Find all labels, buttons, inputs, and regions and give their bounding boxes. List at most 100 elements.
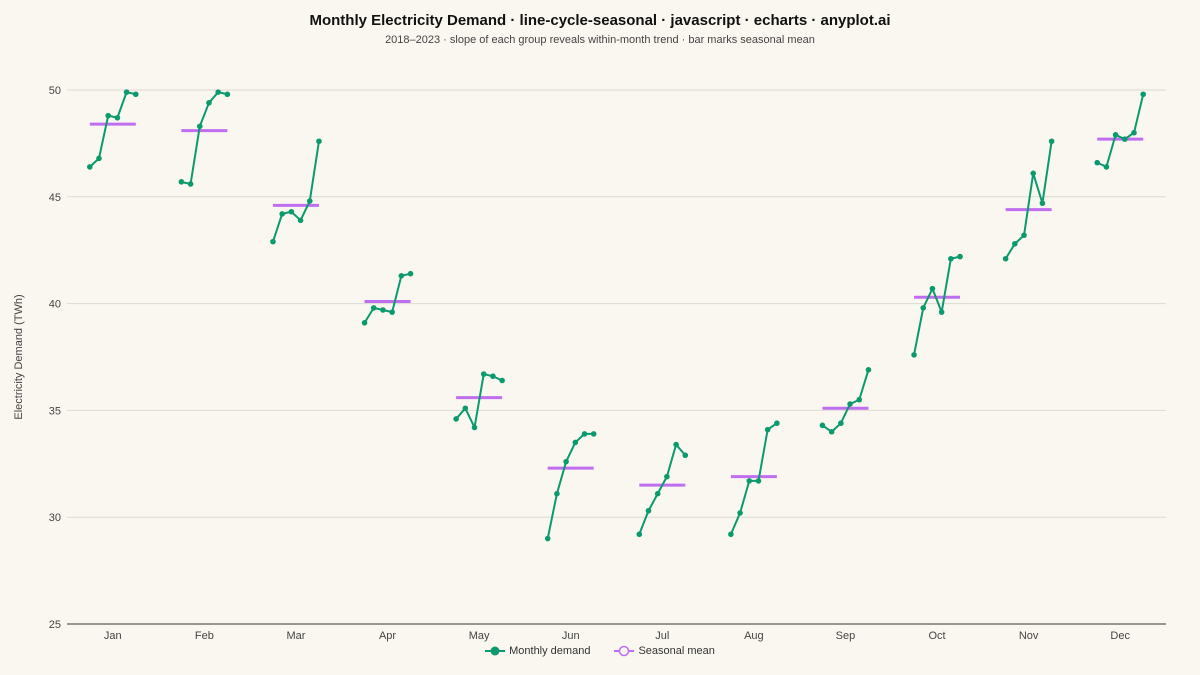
demand-point — [1048, 138, 1055, 145]
demand-point — [1140, 91, 1147, 98]
y-axis-label: Electricity Demand (TWh) — [13, 294, 25, 419]
demand-point — [774, 420, 780, 427]
demand-point — [1131, 129, 1137, 136]
demand-point — [938, 309, 945, 315]
chart-subtitle: 2018–2023 · slope of each group reveals … — [385, 34, 815, 46]
demand-point — [682, 452, 689, 459]
y-tick-label: 25 — [49, 619, 61, 631]
demand-point — [728, 531, 734, 538]
grid-lines — [67, 89, 1166, 518]
demand-line-feb — [181, 91, 228, 185]
demand-point — [215, 89, 221, 95]
demand-line-may — [455, 373, 503, 429]
demand-point — [929, 285, 936, 292]
demand-point — [206, 100, 212, 106]
x-tick-label: Nov — [1019, 630, 1039, 642]
demand-point — [453, 416, 459, 422]
demand-point — [380, 307, 386, 313]
demand-point — [1122, 136, 1128, 142]
demand-point — [755, 478, 762, 484]
axes: 25 30 35 40 45 50 Jan Feb Mar Apr May Jun Jul Aug Sep O… — [49, 85, 1166, 642]
demand-point — [132, 91, 139, 98]
demand-point — [398, 273, 405, 279]
demand-point — [1030, 170, 1037, 177]
demand-point — [114, 114, 121, 121]
demand-point — [746, 478, 753, 484]
demand-point — [1103, 164, 1110, 170]
demand-point — [654, 490, 661, 497]
y-tick-label: 40 — [49, 299, 61, 311]
x-tick-label: Mar — [286, 630, 305, 642]
demand-line-mar — [272, 141, 320, 242]
y-tick-label: 50 — [49, 85, 61, 97]
demand-point — [1112, 132, 1119, 138]
demand-point — [196, 123, 203, 130]
demand-point — [270, 238, 276, 245]
x-tick-label: Oct — [928, 630, 945, 642]
legend-item-monthly-demand[interactable]: Monthly demand — [485, 645, 590, 657]
demand-point — [664, 473, 670, 480]
demand-point — [86, 164, 93, 170]
demand-point — [471, 424, 478, 431]
x-tick-label: Apr — [379, 630, 396, 642]
demand-point — [288, 208, 295, 215]
demand-point — [1012, 240, 1018, 247]
demand-point — [105, 112, 111, 119]
demand-point — [389, 309, 395, 315]
seasonal-mean-bars — [89, 122, 1144, 487]
y-tick-label: 45 — [49, 192, 61, 204]
x-tick-label: Jul — [655, 630, 669, 642]
demand-point — [306, 198, 313, 204]
x-tick-label: Dec — [1110, 630, 1130, 642]
demand-point — [911, 352, 917, 358]
demand-point — [316, 138, 322, 145]
chart-title: Monthly Electricity Demand · line-cycle-… — [309, 12, 891, 29]
demand-point — [856, 396, 863, 403]
x-tick-label: Sep — [836, 630, 856, 642]
demand-point — [462, 405, 469, 412]
demand-point — [737, 510, 743, 516]
demand-point — [224, 91, 231, 98]
demand-point — [920, 305, 927, 311]
demand-point — [178, 179, 185, 185]
demand-point — [948, 255, 954, 262]
demand-point — [123, 89, 130, 95]
demand-point — [764, 426, 771, 433]
demand-point — [407, 270, 414, 277]
demand-point — [590, 431, 597, 437]
demand-point — [96, 155, 102, 162]
monthly-demand-points — [86, 89, 1147, 542]
demand-point — [636, 531, 643, 538]
x-tick-label: Jun — [562, 630, 580, 642]
demand-point — [544, 535, 551, 542]
legend: Monthly demand Seasonal mean — [0, 645, 1200, 657]
y-tick-label: 35 — [49, 405, 61, 417]
demand-point — [1021, 232, 1027, 239]
demand-point — [1002, 255, 1009, 262]
demand-line-jul — [638, 443, 687, 535]
demand-point — [1039, 200, 1046, 207]
demand-line-nov — [1004, 141, 1053, 260]
legend-item-seasonal-mean[interactable]: Seasonal mean — [614, 645, 715, 657]
demand-point — [499, 377, 505, 384]
x-tick-label: Jan — [104, 630, 122, 642]
demand-line-jun — [546, 432, 594, 539]
demand-point — [645, 507, 652, 514]
demand-point — [847, 401, 853, 407]
x-tick-label: May — [469, 630, 490, 642]
demand-point — [673, 441, 679, 448]
demand-point — [581, 431, 588, 437]
monthly-demand-lines — [89, 91, 1145, 539]
y-tick-label: 30 — [49, 512, 61, 524]
demand-point — [361, 320, 368, 326]
x-tick-label: Feb — [195, 630, 214, 642]
demand-point — [819, 422, 826, 429]
demand-point — [490, 373, 496, 380]
demand-line-dec — [1096, 94, 1145, 168]
legend-hollow-marker-icon — [614, 645, 635, 657]
demand-point — [279, 211, 285, 217]
demand-point — [865, 367, 872, 373]
demand-line-jan — [89, 91, 137, 168]
demand-point — [838, 420, 844, 427]
